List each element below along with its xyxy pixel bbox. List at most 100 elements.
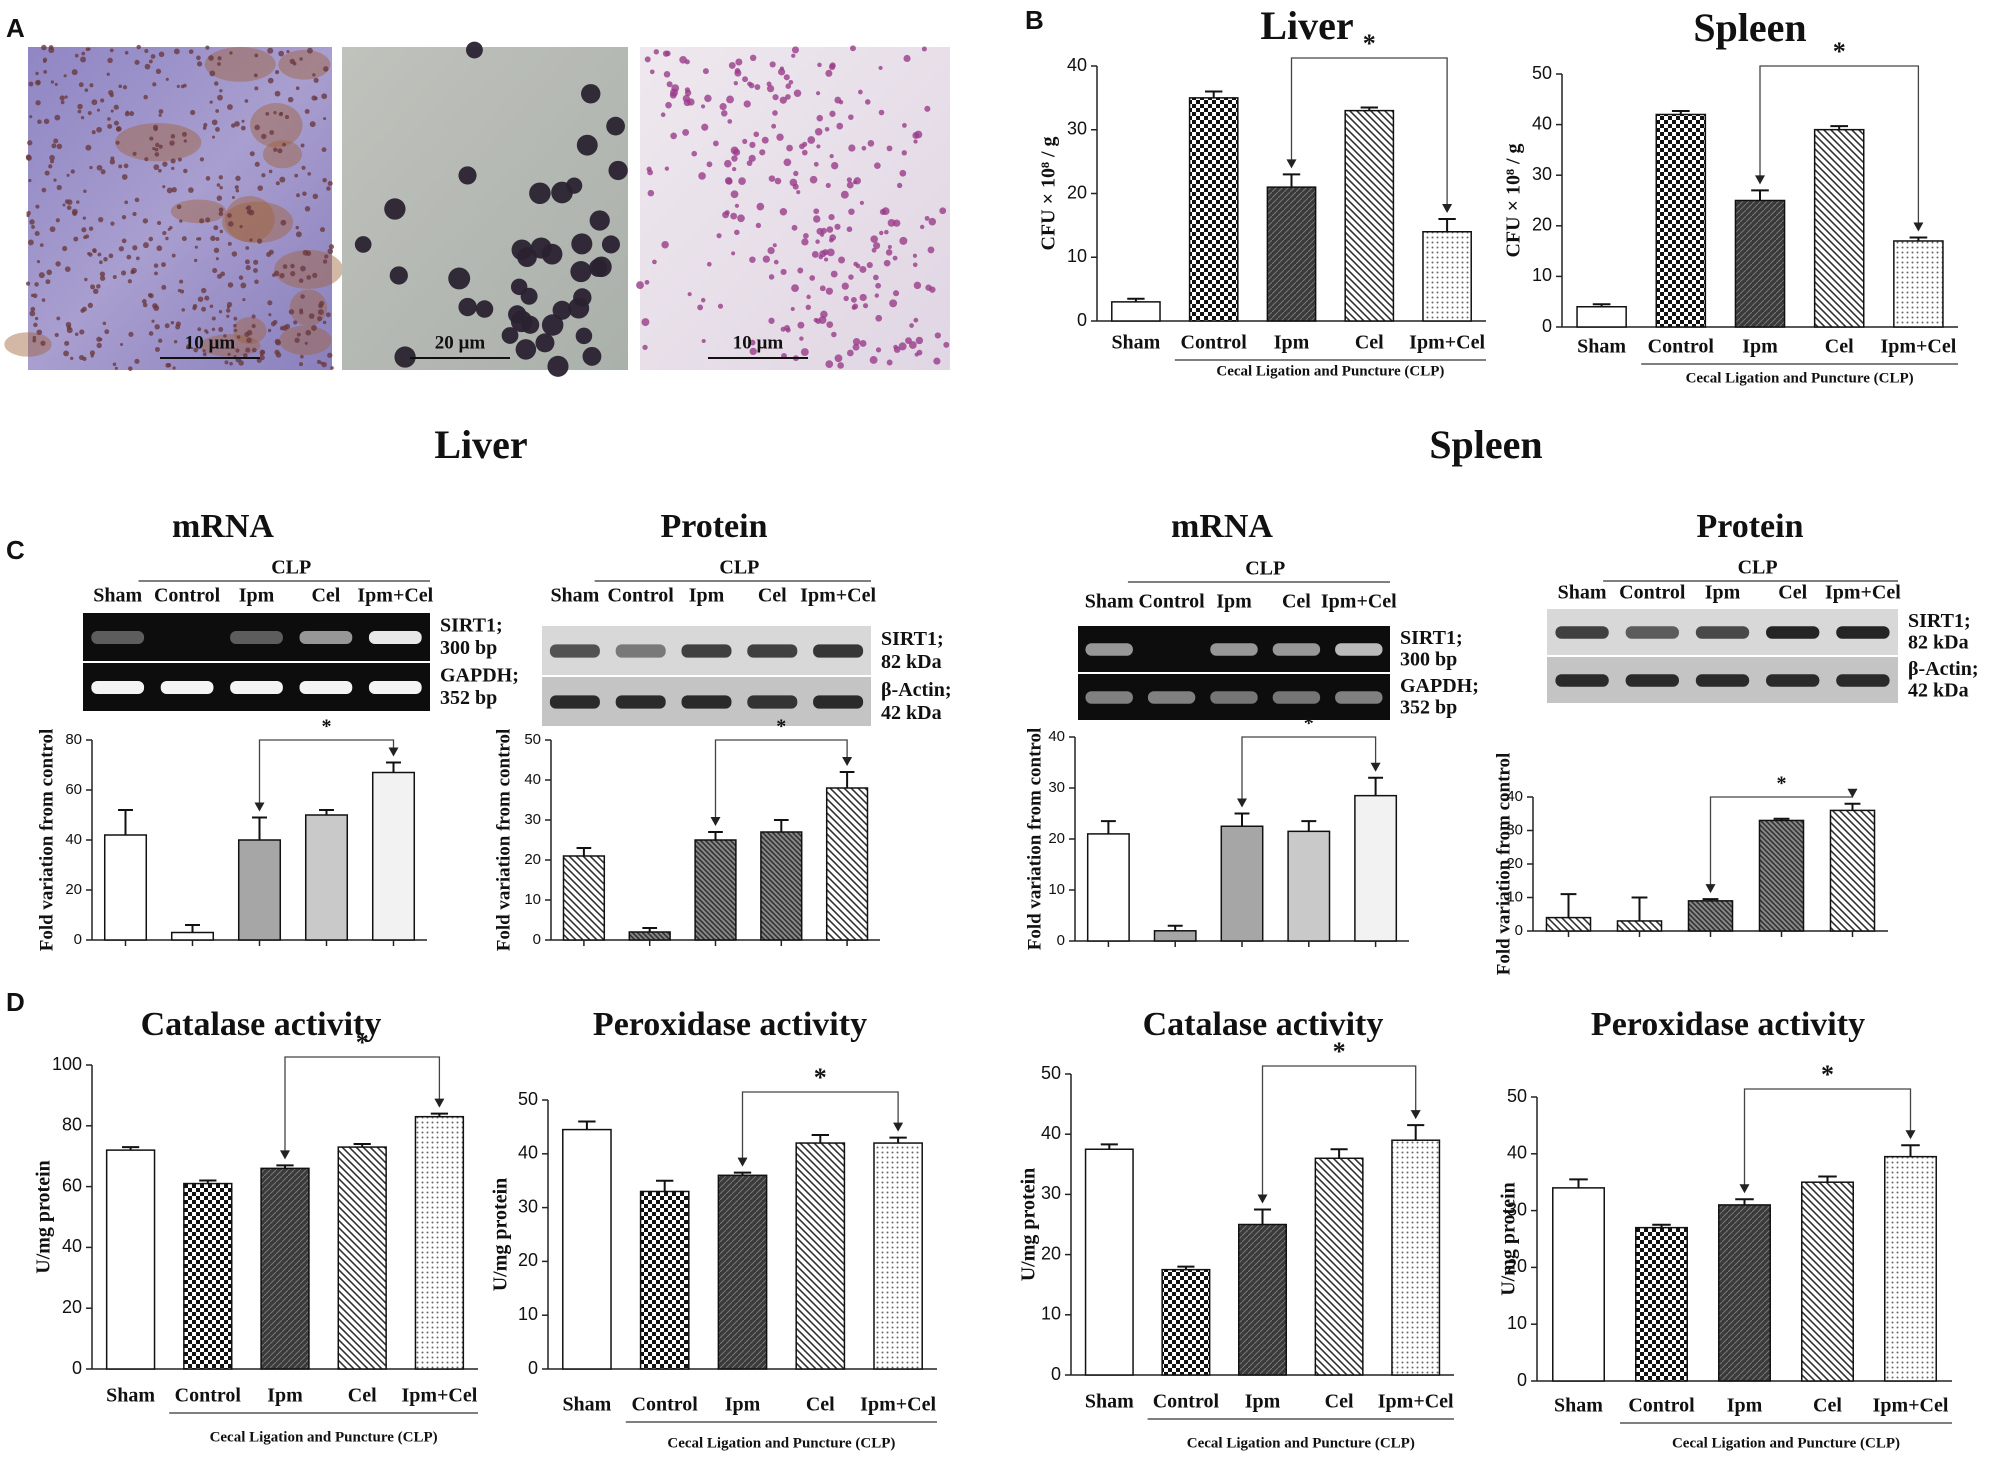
cell [170,320,175,325]
cell [761,136,769,144]
cell [169,140,175,146]
cell [165,362,171,368]
cell [151,319,155,323]
cell [738,177,746,185]
cell [63,350,70,357]
cell [96,336,102,342]
cell [830,270,838,278]
cell [177,288,182,293]
error-bar [1127,297,1145,302]
error-bar [733,1171,752,1176]
cell [589,210,610,231]
cell [257,185,264,191]
cell [226,314,230,318]
cell [783,74,790,81]
cell [788,79,794,85]
cell [836,122,844,130]
band [160,681,214,694]
x-tick-label: Sham [1085,1391,1134,1413]
error-bar [1368,776,1384,796]
cell [80,56,87,63]
error-bar [1751,189,1769,201]
cell [790,307,795,312]
y-axis-label: U/mg protein [1498,1182,1520,1296]
cell [732,148,741,156]
cell [581,84,601,104]
band [813,644,864,658]
error-bar [1167,924,1183,931]
cell [304,206,311,212]
band [549,695,600,709]
y-axis-label: Fold variation from control [1024,728,1045,951]
y-tick-label: 20 [524,851,541,868]
cell [115,126,121,132]
cell [779,208,788,216]
arrow-head [1257,1194,1268,1204]
cell [924,105,931,112]
bar [304,814,349,941]
cell [132,211,137,217]
cell [742,138,748,144]
cell [785,94,791,100]
blot-group: CLP [1245,558,1285,580]
cell [66,327,73,334]
blot-title: mRNA [1171,508,1273,545]
cell [892,255,898,261]
bracket [1743,1088,1912,1192]
cell [851,296,857,303]
cell [601,235,620,254]
bar [1287,830,1331,942]
cell [161,262,166,268]
band-label: GAPDH; [440,665,519,687]
cell [873,242,881,250]
cell [809,175,818,184]
lane-label: Control [154,585,221,607]
band [1836,626,1890,639]
cell [142,302,148,308]
cell [642,344,648,351]
band-size: 82 kDa [1908,632,1969,654]
cell [148,59,153,64]
cell [700,297,706,303]
y-tick-label: 10 [524,891,541,908]
cell [661,240,669,249]
cell [824,126,830,132]
cell [199,218,205,224]
cell [869,356,878,364]
cell [253,268,258,273]
error-bar [1177,1265,1195,1270]
cell [902,122,907,128]
band [1085,691,1133,704]
cell [892,290,900,297]
cell [152,147,156,151]
band [1210,643,1258,656]
cell [786,144,793,152]
cell [176,204,182,210]
cell [85,234,90,239]
cell [48,164,53,169]
cell [42,57,48,62]
bar [1893,240,1944,328]
cell [56,316,61,321]
cell [248,209,255,216]
cell [829,153,834,159]
cell [330,366,334,370]
cell [885,249,893,256]
cell [766,85,775,93]
cell [217,62,221,66]
significance: * [1833,37,1846,66]
cell [394,346,416,368]
cell [254,53,259,58]
cell [177,157,182,162]
cell [826,248,835,257]
cell [121,174,128,180]
cell [234,185,239,190]
cell [924,215,930,221]
lane-label: Ipm+Cel [800,585,876,607]
cell [251,347,257,353]
cell [687,292,692,297]
cell [205,176,211,181]
band-label: SIRT1; [881,628,944,650]
cell [317,309,324,316]
cell [878,109,885,116]
